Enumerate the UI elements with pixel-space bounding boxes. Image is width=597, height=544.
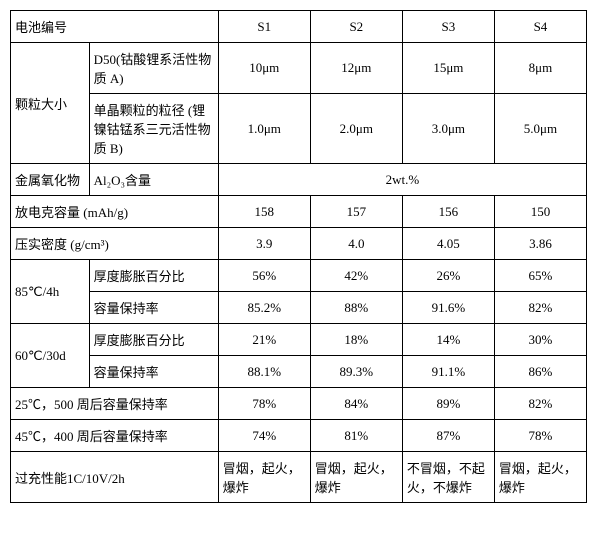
table-row: 颗粒大小 D50(钴酸锂系活性物质 A) 10μm 12μm 15μm 8μm — [11, 43, 587, 94]
cell: 5.0μm — [494, 94, 586, 164]
cell: 8μm — [494, 43, 586, 94]
cell: 12μm — [310, 43, 402, 94]
cell: 21% — [218, 324, 310, 356]
cell: 26% — [402, 260, 494, 292]
al2o3-label: Al₂O₃含量 — [89, 164, 218, 196]
t85-cap-label: 容量保持率 — [89, 292, 218, 324]
header-battery-no: 电池编号 — [11, 11, 219, 43]
cell: 1.0μm — [218, 94, 310, 164]
table-row: 容量保持率 85.2% 88% 91.6% 82% — [11, 292, 587, 324]
single-crystal-label: 单晶颗粒的粒径 (锂镍钴锰系三元活性物质 B) — [89, 94, 218, 164]
cell: 18% — [310, 324, 402, 356]
cell: 3.9 — [218, 228, 310, 260]
cell: 82% — [494, 388, 586, 420]
cell: 65% — [494, 260, 586, 292]
cell: 91.6% — [402, 292, 494, 324]
cell: 4.0 — [310, 228, 402, 260]
cyc25-label: 25℃，500 周后容量保持率 — [11, 388, 219, 420]
cell: 3.86 — [494, 228, 586, 260]
cell: 15μm — [402, 43, 494, 94]
table-row: 单晶颗粒的粒径 (锂镍钴锰系三元活性物质 B) 1.0μm 2.0μm 3.0μ… — [11, 94, 587, 164]
cell: 3.0μm — [402, 94, 494, 164]
cell: 74% — [218, 420, 310, 452]
table-row: 容量保持率 88.1% 89.3% 91.1% 86% — [11, 356, 587, 388]
cell: 88.1% — [218, 356, 310, 388]
header-s1: S1 — [218, 11, 310, 43]
cell: 156 — [402, 196, 494, 228]
cell: 冒烟，起火，爆炸 — [218, 452, 310, 503]
cell: 88% — [310, 292, 402, 324]
cell: 150 — [494, 196, 586, 228]
cell: 冒烟，起火，爆炸 — [310, 452, 402, 503]
table-row: 金属氧化物 Al₂O₃含量 2wt.% — [11, 164, 587, 196]
cell: 91.1% — [402, 356, 494, 388]
table-row: 60℃/30d 厚度膨胀百分比 21% 18% 14% 30% — [11, 324, 587, 356]
cell: 56% — [218, 260, 310, 292]
t60-cap-label: 容量保持率 — [89, 356, 218, 388]
cell: 86% — [494, 356, 586, 388]
cell: 158 — [218, 196, 310, 228]
table-row: 45℃，400 周后容量保持率 74% 81% 87% 78% — [11, 420, 587, 452]
table-row: 放电克容量 (mAh/g) 158 157 156 150 — [11, 196, 587, 228]
table-row: 85℃/4h 厚度膨胀百分比 56% 42% 26% 65% — [11, 260, 587, 292]
cell: 不冒烟，不起火，不爆炸 — [402, 452, 494, 503]
t60-group: 60℃/30d — [11, 324, 90, 388]
header-s3: S3 — [402, 11, 494, 43]
table-row: 电池编号 S1 S2 S3 S4 — [11, 11, 587, 43]
cell: 81% — [310, 420, 402, 452]
cell: 78% — [494, 420, 586, 452]
table-row: 25℃，500 周后容量保持率 78% 84% 89% 82% — [11, 388, 587, 420]
cell: 89% — [402, 388, 494, 420]
discharge-label: 放电克容量 (mAh/g) — [11, 196, 219, 228]
table-row: 压实密度 (g/cm³) 3.9 4.0 4.05 3.86 — [11, 228, 587, 260]
t60-thick-label: 厚度膨胀百分比 — [89, 324, 218, 356]
table-row: 过充性能1C/10V/2h 冒烟，起火，爆炸 冒烟，起火，爆炸 不冒烟，不起火，… — [11, 452, 587, 503]
cell: 42% — [310, 260, 402, 292]
cell: 14% — [402, 324, 494, 356]
cell: 82% — [494, 292, 586, 324]
cell: 2.0μm — [310, 94, 402, 164]
overcharge-label: 过充性能1C/10V/2h — [11, 452, 219, 503]
cell: 84% — [310, 388, 402, 420]
cell: 157 — [310, 196, 402, 228]
cell: 78% — [218, 388, 310, 420]
cell: 89.3% — [310, 356, 402, 388]
metal-oxide-group: 金属氧化物 — [11, 164, 90, 196]
cyc45-label: 45℃，400 周后容量保持率 — [11, 420, 219, 452]
cell: 冒烟，起火，爆炸 — [494, 452, 586, 503]
cell: 87% — [402, 420, 494, 452]
t85-group: 85℃/4h — [11, 260, 90, 324]
cell: 10μm — [218, 43, 310, 94]
cell: 85.2% — [218, 292, 310, 324]
cell: 30% — [494, 324, 586, 356]
data-table: 电池编号 S1 S2 S3 S4 颗粒大小 D50(钴酸锂系活性物质 A) 10… — [10, 10, 587, 503]
d50-label: D50(钴酸锂系活性物质 A) — [89, 43, 218, 94]
header-s4: S4 — [494, 11, 586, 43]
particle-size-group: 颗粒大小 — [11, 43, 90, 164]
cell: 4.05 — [402, 228, 494, 260]
al2o3-value: 2wt.% — [218, 164, 586, 196]
t85-thick-label: 厚度膨胀百分比 — [89, 260, 218, 292]
compaction-label: 压实密度 (g/cm³) — [11, 228, 219, 260]
header-s2: S2 — [310, 11, 402, 43]
